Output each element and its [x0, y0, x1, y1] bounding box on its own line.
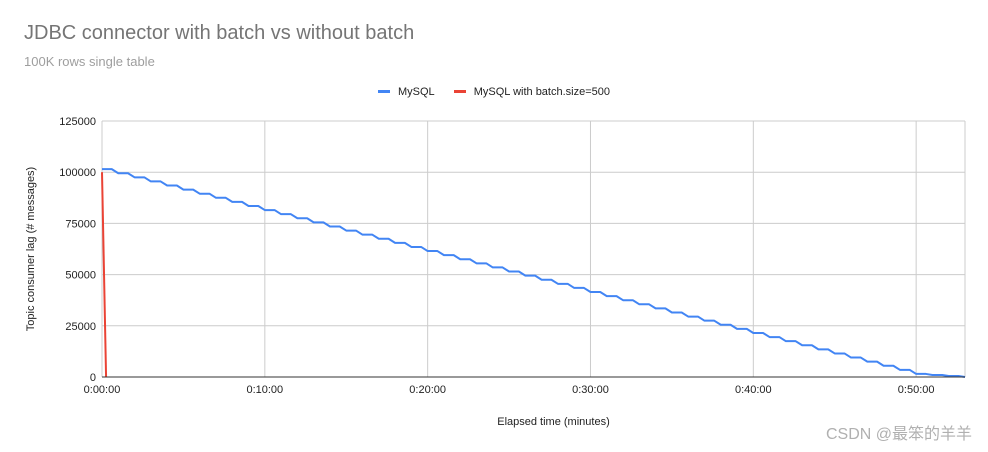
- legend-swatch-mysql-batch: [453, 90, 466, 93]
- y-tick-label: 75000: [65, 218, 96, 230]
- x-tick-label: 0:50:00: [898, 384, 935, 396]
- chart-title: JDBC connector with batch vs without bat…: [24, 22, 415, 44]
- y-tick-label: 100000: [59, 167, 96, 179]
- legend: MySQL MySQL with batch.size=500: [0, 84, 988, 98]
- x-axis-title: Elapsed time (minutes): [497, 416, 610, 428]
- series-line-mysql: [102, 168, 966, 378]
- y-tick-label: 25000: [65, 321, 96, 333]
- chart-subtitle: 100K rows single table: [24, 54, 155, 69]
- watermark: CSDN @最笨的羊羊: [825, 426, 972, 443]
- legend-item-mysql: MySQL: [378, 86, 435, 98]
- x-tick-label: 0:30:00: [572, 384, 609, 396]
- y-tick-label: 125000: [59, 116, 96, 128]
- x-tick-label: 0:40:00: [735, 384, 772, 396]
- legend-label-mysql: MySQL: [398, 85, 435, 98]
- x-tick-label: 0:20:00: [409, 384, 446, 396]
- legend-item-mysql-batch: MySQL with batch.size=500: [453, 85, 610, 98]
- y-axis-title: Topic consumer lag (# messages): [25, 167, 37, 331]
- legend-swatch-mysql: [378, 90, 390, 93]
- series-line-mysql-batch: [101, 172, 108, 378]
- y-tick-label: 50000: [65, 270, 96, 282]
- x-tick-label: 0:00:00: [84, 384, 121, 396]
- x-tick-label: 0:10:00: [246, 384, 283, 396]
- legend-label-mysql-batch: MySQL with batch.size=500: [473, 85, 610, 98]
- y-tick-label: 0: [90, 372, 96, 384]
